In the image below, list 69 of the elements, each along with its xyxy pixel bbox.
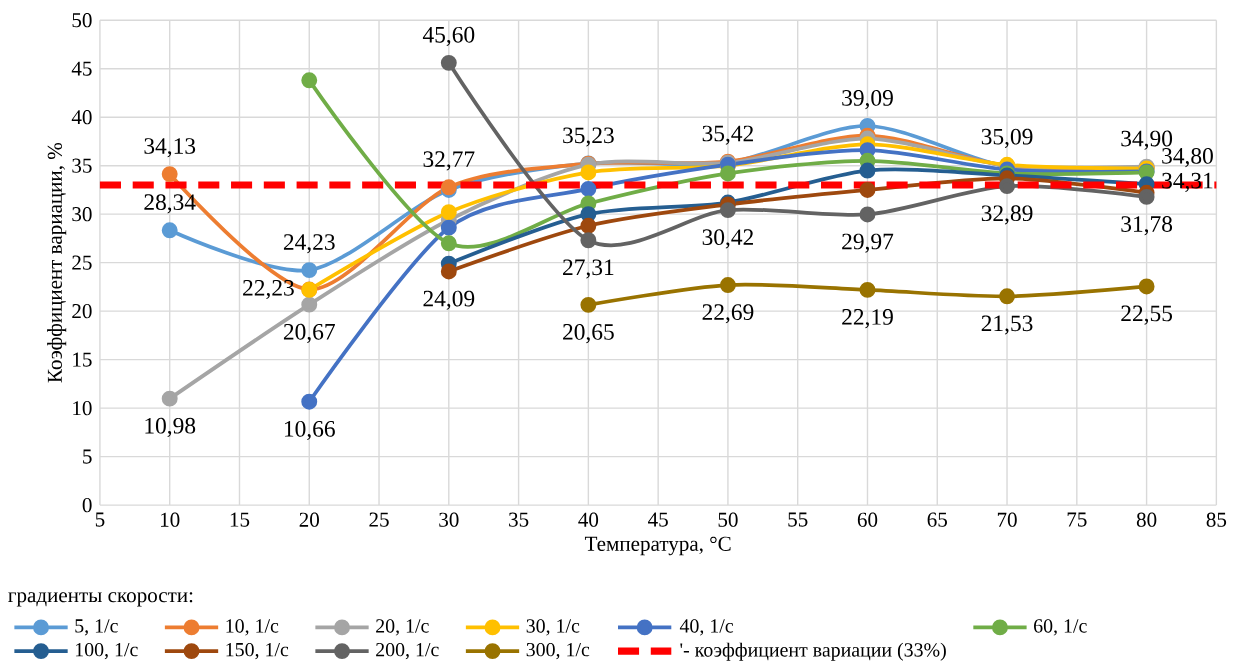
y-tick-label: 0 xyxy=(82,498,92,513)
data-label: 34,13 xyxy=(144,138,196,158)
x-tick-label: 75 xyxy=(1067,512,1087,527)
legend-label: 5, 1/с xyxy=(75,619,118,636)
x-tick-label: 50 xyxy=(718,512,738,527)
x-tick-label: 5 xyxy=(95,512,105,527)
y-tick-label: 40 xyxy=(71,110,92,125)
data-label: 29,97 xyxy=(842,233,894,253)
data-label: 32,89 xyxy=(981,205,1033,225)
y-tick-label: 25 xyxy=(72,255,92,270)
legend-label: 150, 1/с xyxy=(226,642,289,660)
x-tick-label: 25 xyxy=(369,512,389,527)
data-label: 34,90 xyxy=(1121,130,1173,150)
legend-title: градиенты скорости: xyxy=(8,592,193,607)
y-tick-label: 15 xyxy=(73,352,92,367)
data-label: 28,34 xyxy=(144,194,196,214)
data-label: 35,09 xyxy=(981,128,1033,148)
data-label: 45,60 xyxy=(422,26,475,46)
x-tick-label: 55 xyxy=(788,512,808,527)
data-label: 24,23 xyxy=(283,234,335,254)
x-tick-label: 30 xyxy=(439,512,459,527)
x-tick-label: 45 xyxy=(648,512,668,527)
x-tick-label: 65 xyxy=(927,512,947,527)
data-label: 20,65 xyxy=(563,324,614,344)
data-label: 31,78 xyxy=(1121,216,1173,236)
legend-label: '- коэффициент вариации (33%) xyxy=(680,642,946,661)
legend-label: 200, 1/с xyxy=(376,642,439,660)
y-tick-label: 45 xyxy=(71,61,92,76)
y-tick-label: 30 xyxy=(72,207,92,222)
legend-label: 60, 1/с xyxy=(1034,619,1087,636)
x-tick-label: 70 xyxy=(997,512,1017,527)
x-axis-title: Температура, °C xyxy=(584,536,731,556)
y-axis-title: Коэффициент вариации, % xyxy=(47,142,67,383)
data-label: 22,55 xyxy=(1121,305,1173,325)
data-label: 35,23 xyxy=(563,127,614,147)
data-label: 20,67 xyxy=(283,323,335,344)
legend-label: 300, 1/с xyxy=(526,642,590,660)
legend-label: 20, 1/с xyxy=(376,619,429,636)
y-tick-label: 50 xyxy=(72,13,92,28)
data-label: 22,23 xyxy=(243,279,294,300)
legend-label: 40, 1/с xyxy=(679,619,734,636)
data-label: 27,31 xyxy=(563,259,614,279)
data-label: 21,53 xyxy=(981,315,1033,335)
legend-label: 100, 1/с xyxy=(75,642,138,660)
legend-label: 30, 1/с xyxy=(526,619,580,636)
x-tick-label: 20 xyxy=(299,512,319,527)
x-tick-label: 85 xyxy=(1206,512,1227,527)
x-tick-label: 35 xyxy=(509,512,529,527)
data-label: 10,98 xyxy=(145,417,196,437)
x-tick-label: 60 xyxy=(857,512,878,527)
data-label: 39,09 xyxy=(842,89,893,110)
y-tick-label: 5 xyxy=(83,449,92,464)
legend-label: 10, 1/с xyxy=(226,619,279,636)
data-label: 35,42 xyxy=(702,125,753,145)
data-label: 30,42 xyxy=(702,229,753,249)
y-tick-label: 35 xyxy=(72,158,92,173)
data-label: 32,77 xyxy=(423,151,475,171)
data-label: 34,31 xyxy=(1162,172,1213,192)
data-label: 24,09 xyxy=(423,290,475,310)
y-tick-label: 10 xyxy=(73,401,92,416)
data-label: 22,19 xyxy=(842,309,893,329)
x-tick-label: 15 xyxy=(230,512,250,527)
y-tick-label: 20 xyxy=(72,304,92,319)
x-tick-label: 10 xyxy=(161,512,180,527)
data-label: 22,69 xyxy=(702,304,754,324)
data-label: 34,80 xyxy=(1162,147,1213,168)
x-tick-label: 40 xyxy=(578,512,599,527)
x-tick-label: 80 xyxy=(1136,512,1157,527)
data-label: 10,66 xyxy=(284,420,335,441)
